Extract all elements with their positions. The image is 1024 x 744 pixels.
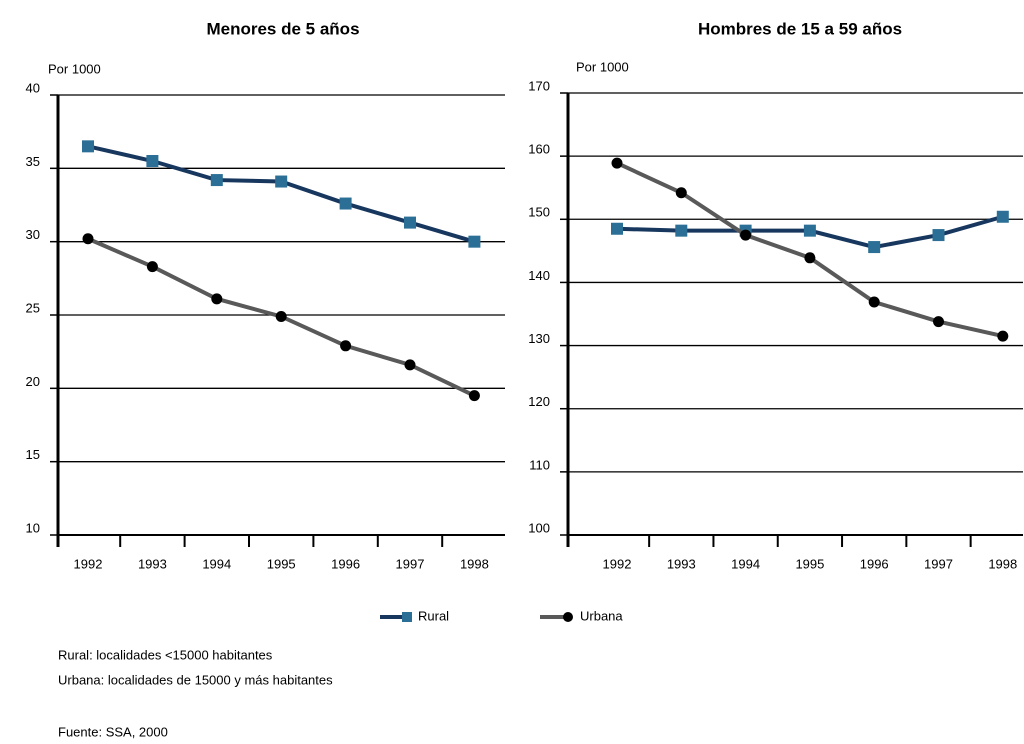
y-tick-label: 130 [528, 331, 550, 346]
marker [275, 310, 287, 322]
marker [803, 224, 816, 237]
marker [82, 233, 94, 245]
chart-title: Hombres de 15 a 59 años [698, 19, 902, 38]
marker [868, 296, 880, 308]
marker [82, 140, 94, 153]
marker [611, 222, 623, 235]
x-tick-label: 1996 [860, 556, 889, 571]
chart-title: Menores de 5 años [206, 19, 359, 38]
x-tick-label: 1994 [202, 556, 231, 571]
x-tick-label: 1995 [795, 556, 824, 571]
marker [211, 293, 223, 305]
marker [146, 155, 159, 167]
marker [675, 224, 688, 237]
marker [868, 241, 881, 254]
x-tick-label: 1998 [988, 556, 1017, 571]
marker [740, 229, 752, 241]
x-tick-label: 1993 [138, 556, 167, 571]
x-tick-label: 1998 [460, 556, 489, 571]
y-axis-label: Por 1000 [48, 61, 101, 76]
note: Rural: localidades <15000 habitantes [58, 647, 273, 662]
marker [468, 390, 480, 402]
y-tick-label: 40 [26, 80, 40, 95]
y-tick-label: 110 [529, 457, 550, 472]
series-line [616, 161, 1004, 339]
y-tick-label: 120 [528, 394, 550, 409]
marker [933, 316, 944, 328]
marker [804, 252, 816, 264]
x-tick-label: 1995 [267, 556, 296, 571]
legend-marker [563, 612, 573, 622]
y-tick-label: 20 [26, 374, 40, 389]
marker [996, 210, 1009, 223]
marker [146, 261, 158, 273]
legend-label: Rural [418, 608, 449, 623]
source: Fuente: SSA, 2000 [58, 724, 168, 739]
x-tick-label: 1994 [731, 556, 760, 571]
marker [675, 187, 687, 199]
y-tick-label: 25 [26, 300, 40, 315]
y-tick-label: 10 [26, 520, 40, 535]
legend-label: Urbana [580, 608, 623, 623]
x-tick-label: 1992 [603, 556, 632, 571]
y-tick-label: 170 [528, 78, 550, 93]
marker [997, 330, 1009, 342]
marker [611, 157, 623, 169]
marker [468, 235, 481, 248]
y-tick-label: 35 [26, 154, 40, 169]
series-line [87, 144, 475, 244]
x-tick-label: 1996 [331, 556, 360, 571]
x-tick-label: 1992 [74, 556, 103, 571]
y-tick-label: 140 [528, 268, 550, 283]
y-tick-label: 160 [528, 142, 550, 157]
marker [404, 359, 416, 371]
marker [275, 175, 288, 188]
y-axis-label: Por 1000 [576, 59, 629, 74]
x-tick-label: 1993 [667, 556, 696, 571]
y-tick-label: 150 [528, 205, 550, 220]
legend-marker [402, 612, 412, 622]
marker [339, 197, 352, 210]
y-tick-label: 100 [528, 520, 550, 535]
marker [404, 216, 416, 229]
marker [210, 174, 223, 187]
marker [932, 229, 945, 242]
y-tick-label: 30 [26, 227, 40, 242]
marker [340, 340, 352, 352]
x-tick-label: 1997 [396, 556, 425, 571]
note: Urbana: localidades de 15000 y más habit… [58, 672, 333, 687]
x-tick-label: 1997 [924, 556, 953, 571]
y-tick-label: 15 [26, 447, 40, 462]
